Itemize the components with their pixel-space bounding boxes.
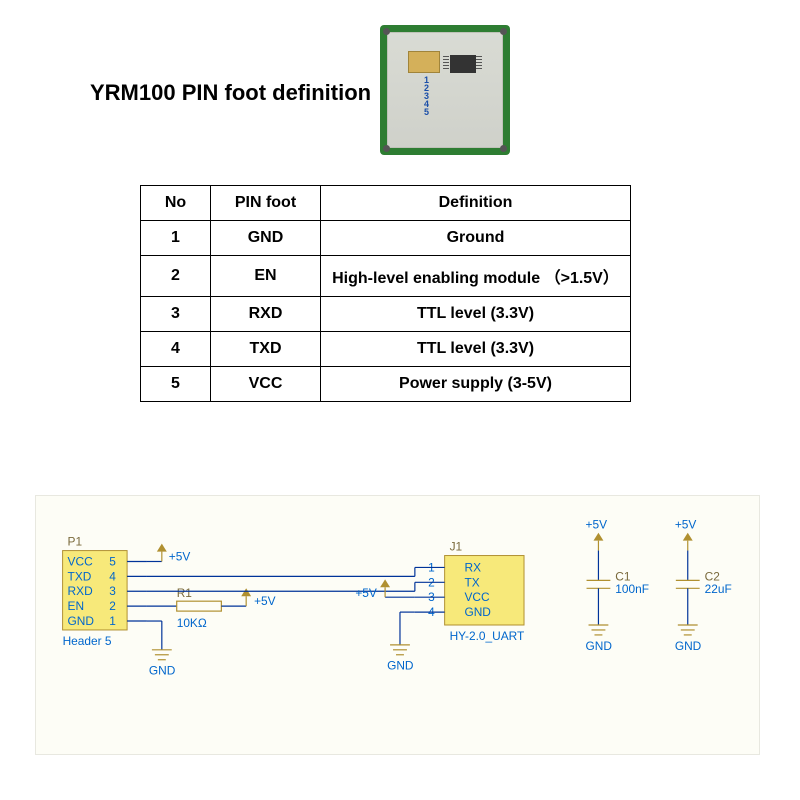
cell-pinfoot: TXD <box>211 332 321 367</box>
col-definition: Definition <box>321 186 631 221</box>
c2-gnd: GND <box>675 639 702 653</box>
j1-pin-rx: RX <box>464 560 481 574</box>
r1-value: 10KΩ <box>177 616 207 630</box>
cell-no: 4 <box>141 332 211 367</box>
cell-definition: Power supply (3-5V) <box>321 367 631 402</box>
p1-ref: P1 <box>68 535 83 549</box>
cell-no: 5 <box>141 367 211 402</box>
cell-pinfoot: RXD <box>211 297 321 332</box>
screw-bl <box>383 145 390 152</box>
module-pcb: 1 2 3 4 5 <box>380 25 510 155</box>
table-row: 5VCCPower supply (3-5V) <box>141 367 631 402</box>
j1-ref: J1 <box>450 540 463 554</box>
screw-tl <box>383 28 390 35</box>
j1-5v-label: +5V <box>355 586 377 600</box>
j1-name: HY-2.0_UART <box>450 629 525 643</box>
cell-definition: TTL level (3.3V) <box>321 332 631 367</box>
cell-no: 2 <box>141 256 211 297</box>
cell-no: 1 <box>141 221 211 256</box>
p1-n2: 2 <box>109 599 116 613</box>
cell-no: 3 <box>141 297 211 332</box>
chip-gold <box>408 51 440 73</box>
c2-ref: C2 <box>705 569 721 583</box>
p1-n1: 1 <box>109 614 116 628</box>
col-pinfoot: PIN foot <box>211 186 321 221</box>
pin-definition-table: No PIN foot Definition 1GNDGround2ENHigh… <box>140 185 631 402</box>
cell-pinfoot: GND <box>211 221 321 256</box>
table-row: 4TXDTTL level (3.3V) <box>141 332 631 367</box>
p1-5v-label: +5V <box>169 550 191 564</box>
p1-n4: 4 <box>109 569 116 583</box>
c2-5v: +5V <box>675 518 697 532</box>
p1-pin-txd: TXD <box>68 569 92 583</box>
p1-pin-en: EN <box>68 599 85 613</box>
p1-pin-vcc: VCC <box>68 554 94 568</box>
cell-definition: Ground <box>321 221 631 256</box>
c1-gnd: GND <box>586 639 613 653</box>
c1-value: 100nF <box>615 582 649 596</box>
j1-5v-arrow <box>380 579 390 587</box>
cell-pinfoot: VCC <box>211 367 321 402</box>
cell-definition: High-level enabling module （>1.5V） <box>321 256 631 297</box>
r1-ref: R1 <box>177 586 193 600</box>
table-row: 1GNDGround <box>141 221 631 256</box>
r1-body <box>177 601 222 611</box>
j1-pin-gnd: GND <box>464 605 491 619</box>
ic-pins-right <box>476 56 482 69</box>
page-title: YRM100 PIN foot definition <box>90 80 371 106</box>
screw-tr <box>500 28 507 35</box>
table-header-row: No PIN foot Definition <box>141 186 631 221</box>
c1-ref: C1 <box>615 569 631 583</box>
p1-pin-rxd: RXD <box>68 584 94 598</box>
p1-5v-arrow <box>157 544 167 552</box>
schematic-diagram: P1 VCC TXD RXD EN GND 5 4 3 2 1 Header 5… <box>35 495 760 755</box>
p1-pin-gnd: GND <box>68 614 95 628</box>
ic-pins-left <box>443 56 449 69</box>
col-no: No <box>141 186 211 221</box>
p1-gnd-label: GND <box>149 664 176 678</box>
c2-value: 22uF <box>705 582 732 596</box>
j1-pin-tx: TX <box>464 575 479 589</box>
table-row: 3RXDTTL level (3.3V) <box>141 297 631 332</box>
r1-5v-label: +5V <box>254 594 276 608</box>
table-row: 2ENHigh-level enabling module （>1.5V） <box>141 256 631 297</box>
c1-5v: +5V <box>586 518 608 532</box>
pin-num-5: 5 <box>424 107 429 117</box>
p1-n5: 5 <box>109 554 116 568</box>
j1-gnd-label: GND <box>387 659 414 673</box>
chip-ic <box>450 55 476 73</box>
p1-name: Header 5 <box>63 634 112 648</box>
module-body: 1 2 3 4 5 <box>387 32 503 148</box>
screw-br <box>500 145 507 152</box>
r1-5v-arrow <box>241 588 251 596</box>
cell-pinfoot: EN <box>211 256 321 297</box>
p1-n3: 3 <box>109 584 116 598</box>
j1-pin-vcc: VCC <box>464 590 490 604</box>
cell-definition: TTL level (3.3V) <box>321 297 631 332</box>
